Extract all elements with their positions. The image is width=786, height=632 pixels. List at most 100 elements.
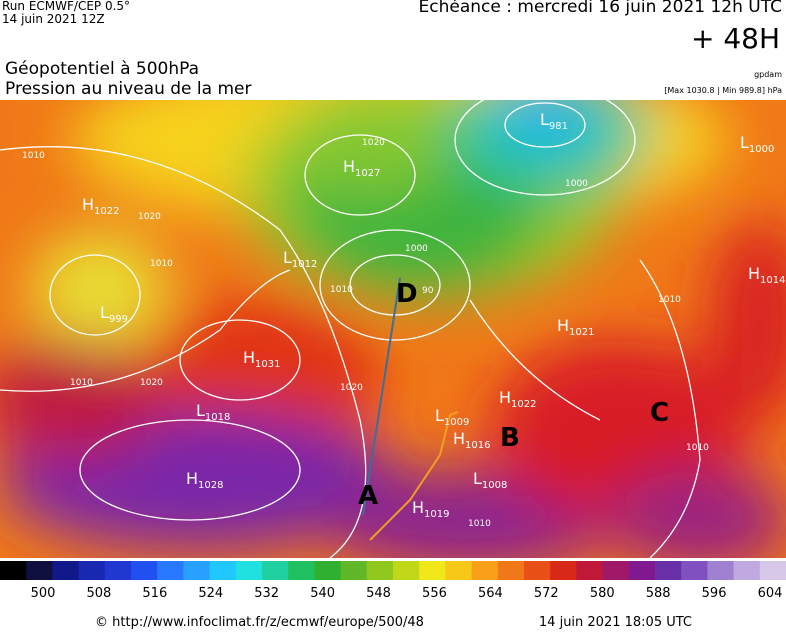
isobar-label: 1020 <box>340 383 363 393</box>
center-letter: L <box>100 303 109 322</box>
center-letter: L <box>283 248 292 267</box>
colorbar-swatch <box>262 561 289 580</box>
isobar-label: 1010 <box>330 285 353 295</box>
colorbar-swatch <box>131 561 158 580</box>
center-letter: H <box>412 498 424 517</box>
center-value: 1014 <box>760 275 785 286</box>
colorbar-tick-label: 572 <box>534 586 559 601</box>
colorbar-swatch <box>445 561 473 580</box>
colorbar-tick-label: 588 <box>646 586 671 601</box>
lead-time: + 48H <box>691 22 780 55</box>
colorbar-tick-label: 524 <box>198 586 223 601</box>
colorbar-swatch <box>183 561 211 580</box>
footer-timestamp: 14 juin 2021 18:05 UTC <box>539 615 692 630</box>
colorbar-swatch <box>157 561 184 580</box>
colorbar-swatch <box>576 561 604 580</box>
colorbar-swatch <box>655 561 682 580</box>
pressure-center: H1028 <box>186 469 223 491</box>
pressure-center: H1027 <box>343 157 380 179</box>
colorbar-tick-label: 516 <box>142 586 167 601</box>
center-value: 1022 <box>94 206 119 217</box>
isobar-label: 1010 <box>22 151 45 161</box>
isobar-label: 1010 <box>150 259 173 269</box>
colorbar-swatch <box>681 561 708 580</box>
map-field <box>0 100 786 558</box>
colorbar-tick-label: 532 <box>254 586 279 601</box>
isobar-label: 1010 <box>686 443 709 453</box>
colorbar-swatch <box>497 561 525 580</box>
center-value: 1008 <box>482 480 507 491</box>
isobar-label: 1010 <box>70 378 93 388</box>
colorbar-swatch <box>707 561 735 580</box>
colorbar-swatch <box>471 561 499 580</box>
colorbar-swatch <box>628 561 656 580</box>
isobar-label: 1020 <box>362 138 385 148</box>
isobar-label: 1010 <box>658 295 681 305</box>
pressure-center: H1014 <box>748 264 785 286</box>
run-date: 14 juin 2021 12Z <box>2 12 105 26</box>
center-value: 1021 <box>569 327 594 338</box>
colorbar-swatch <box>78 561 106 580</box>
center-letter: H <box>499 388 511 407</box>
isobar-label: 1020 <box>138 212 161 222</box>
annotation-letter: B <box>500 423 520 453</box>
colorbar-swatch <box>314 561 342 580</box>
pressure-center: H1021 <box>557 316 594 338</box>
pressure-center: L1012 <box>283 248 317 270</box>
subtitle: Pression au niveau de la mer <box>5 79 251 99</box>
cross-section-line <box>362 277 401 516</box>
center-letter: L <box>740 133 749 152</box>
center-value: 1022 <box>511 399 536 410</box>
pressure-center: L981 <box>540 110 568 132</box>
run-label: Run ECMWF/CEP 0.5° <box>2 0 130 13</box>
colorbar-swatch <box>759 561 786 580</box>
center-value: 1018 <box>205 412 230 423</box>
colorbar-tick-label: 540 <box>310 586 335 601</box>
center-letter: L <box>196 401 205 420</box>
colorbar-tick-label: 556 <box>422 586 447 601</box>
pressure-center: L1000 <box>740 133 774 155</box>
center-letter: H <box>343 157 355 176</box>
center-letter: H <box>557 316 569 335</box>
pressure-range: [Max 1030.8 | Min 989.8] hPa <box>664 86 782 95</box>
colorbar-swatch <box>288 561 315 580</box>
pressure-center: H1016 <box>453 429 490 451</box>
colorbar-swatch <box>340 561 368 580</box>
colorbar-tick-label: 580 <box>590 586 615 601</box>
colorbar-swatch <box>550 561 577 580</box>
colorbar-swatch <box>366 561 394 580</box>
colorbar-tick-label: 508 <box>87 586 112 601</box>
colorbar-tick-label: 564 <box>478 586 503 601</box>
isobar-label: 1000 <box>565 179 588 189</box>
center-value: 1028 <box>198 480 223 491</box>
pressure-center: L999 <box>100 303 128 325</box>
footer-url: © http://www.infoclimat.fr/z/ecmwf/europ… <box>95 615 424 630</box>
colorbar-swatch <box>26 561 53 580</box>
colorbar-swatch <box>209 561 237 580</box>
colorbar-swatch <box>52 561 80 580</box>
center-letter: H <box>453 429 465 448</box>
isobar-label: 90 <box>422 286 434 296</box>
colorbar-swatch <box>602 561 630 580</box>
colorbar-tick-label: 604 <box>758 586 783 601</box>
colorbar-swatch <box>235 561 263 580</box>
annotation-letter: A <box>358 481 378 511</box>
center-letter: H <box>82 195 94 214</box>
center-value: 1000 <box>749 144 774 155</box>
center-letter: L <box>540 110 549 129</box>
colorbar-tick-label: 548 <box>366 586 391 601</box>
colorbar-swatch <box>104 561 132 580</box>
source: gpdam <box>754 70 782 79</box>
center-value: 1031 <box>255 359 280 370</box>
center-letter: H <box>243 348 255 367</box>
isobar-label: 1010 <box>468 519 491 529</box>
center-value: 1016 <box>465 440 490 451</box>
title: Géopotentiel à 500hPa <box>5 59 199 79</box>
center-value: 1019 <box>424 509 449 520</box>
pressure-center: L1008 <box>473 469 507 491</box>
center-value: 1012 <box>292 259 317 270</box>
center-value: 981 <box>549 121 568 132</box>
pressure-center: H1022 <box>499 388 536 410</box>
colorbar-swatch <box>393 561 420 580</box>
